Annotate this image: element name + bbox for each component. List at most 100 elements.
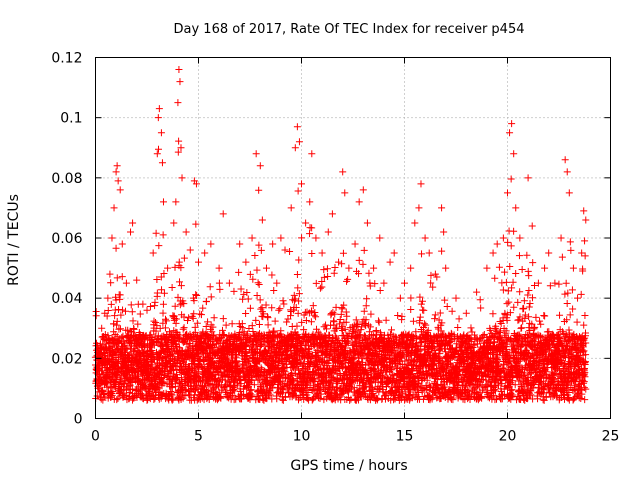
data-point (291, 144, 299, 152)
data-point (286, 248, 294, 256)
data-point (242, 258, 250, 266)
data-point (255, 281, 263, 289)
data-point (387, 326, 395, 334)
data-point (565, 189, 573, 197)
data-point (185, 314, 193, 322)
data-point (396, 294, 404, 302)
data-point (455, 315, 463, 323)
data-point (113, 317, 121, 325)
data-point (270, 327, 278, 335)
data-point (202, 298, 210, 306)
data-point (390, 249, 398, 257)
data-point (323, 265, 331, 273)
data-point (382, 316, 390, 324)
data-point (324, 228, 332, 236)
data-point (134, 300, 142, 308)
data-point (107, 300, 115, 308)
data-point (157, 273, 165, 281)
data-point (268, 271, 276, 279)
data-point (561, 156, 569, 164)
data-point (114, 394, 122, 402)
data-point (175, 258, 183, 266)
data-point (222, 321, 230, 329)
data-point (580, 207, 588, 215)
data-point (504, 189, 511, 197)
data-point (339, 249, 347, 257)
data-point (129, 317, 137, 325)
data-point (182, 228, 190, 236)
data-point (454, 323, 462, 331)
data-point (557, 234, 565, 242)
data-point (216, 285, 224, 293)
data-point (129, 219, 137, 227)
data-point (180, 300, 188, 308)
data-point (168, 283, 176, 291)
data-point (380, 279, 388, 287)
data-point (149, 249, 157, 257)
data-point (448, 307, 456, 315)
data-point (491, 274, 499, 282)
data-point (103, 383, 111, 391)
data-point (248, 234, 256, 242)
data-point (158, 159, 166, 167)
data-point (160, 371, 168, 379)
data-point (343, 312, 351, 320)
data-point (98, 367, 106, 375)
data-point (293, 270, 301, 278)
data-point (271, 317, 279, 325)
data-point (243, 289, 251, 297)
data-point (407, 305, 415, 313)
data-point (109, 388, 117, 396)
data-point (176, 78, 184, 86)
data-point (215, 279, 223, 287)
data-point (103, 312, 111, 320)
data-point (516, 234, 524, 242)
data-point (355, 256, 363, 264)
data-point (551, 279, 559, 287)
data-point (177, 144, 185, 152)
data-point (159, 319, 167, 327)
data-point (302, 219, 310, 227)
data-point (452, 294, 460, 302)
data-point (324, 273, 332, 281)
data-point (176, 278, 184, 286)
data-point (170, 365, 178, 373)
data-point (106, 270, 114, 278)
data-point (118, 273, 126, 281)
data-point (171, 341, 179, 349)
data-point (280, 300, 288, 308)
data-point (159, 231, 167, 239)
data-point (270, 287, 278, 295)
data-point (136, 310, 144, 318)
data-point (489, 249, 497, 257)
data-point (275, 306, 283, 314)
data-point (152, 229, 160, 237)
data-point (189, 366, 197, 374)
data-point (158, 391, 166, 399)
data-markers (91, 66, 590, 404)
data-point (143, 306, 151, 314)
data-point (216, 393, 224, 401)
data-point (421, 234, 429, 242)
data-point (411, 219, 419, 227)
data-point (219, 315, 227, 323)
data-point (483, 264, 491, 272)
data-point (213, 382, 221, 390)
data-point (313, 325, 321, 333)
data-point (151, 394, 159, 402)
data-point (177, 387, 185, 395)
data-point (443, 303, 451, 311)
data-point (328, 210, 336, 218)
data-point (386, 258, 394, 266)
data-point (256, 296, 264, 304)
data-point (160, 270, 168, 278)
data-point (363, 295, 371, 303)
data-point (202, 323, 210, 331)
data-point (150, 317, 158, 325)
data-point (110, 204, 118, 212)
data-point (541, 264, 549, 272)
data-point (116, 186, 124, 194)
data-point (153, 292, 161, 300)
data-point (338, 305, 346, 313)
data-point (506, 129, 514, 137)
